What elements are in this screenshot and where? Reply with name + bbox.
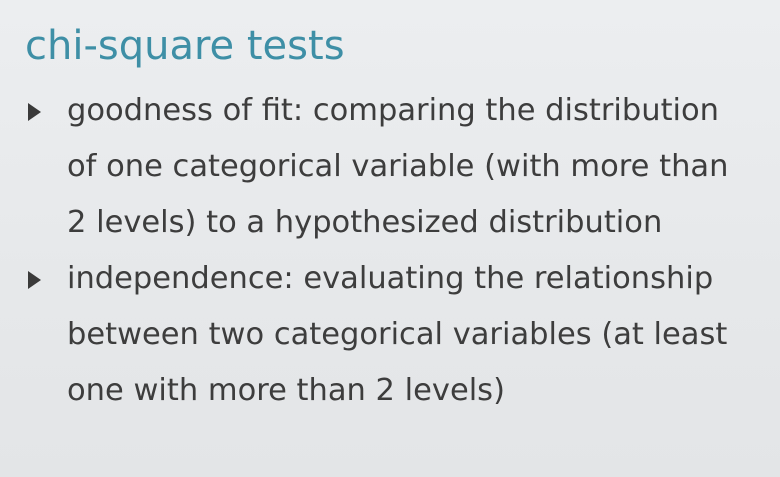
bullet-goodness-of-fit: goodness of fit: comparing the distribut… — [0, 83, 780, 251]
triangle-bullet-icon — [28, 271, 41, 289]
bullet-text-line: independence: evaluating the relationshi… — [67, 261, 714, 296]
bullet-text-line: between two categorical variables (at le… — [67, 317, 728, 352]
bullet-text-line: goodness of fit: comparing the distribut… — [67, 93, 719, 128]
bullet-text-line: one with more than 2 levels) — [67, 373, 505, 408]
slide-title: chi-square tests — [25, 23, 345, 69]
bullet-list: goodness of fit: comparing the distribut… — [0, 83, 780, 419]
bullet-text-line: 2 levels) to a hypothesized distribution — [67, 205, 663, 240]
triangle-bullet-icon — [28, 103, 41, 121]
bullet-text-line: of one categorical variable (with more t… — [67, 149, 729, 184]
bullet-independence: independence: evaluating the relationshi… — [0, 251, 780, 419]
